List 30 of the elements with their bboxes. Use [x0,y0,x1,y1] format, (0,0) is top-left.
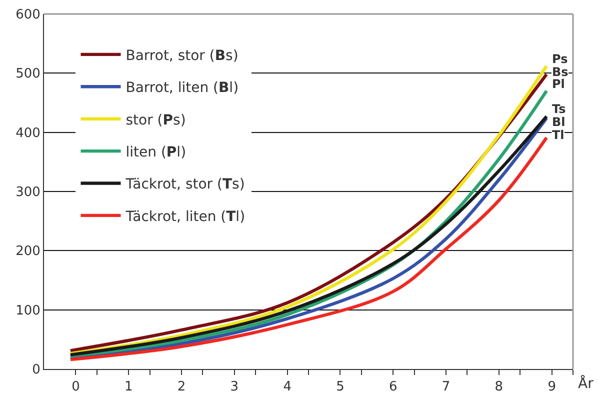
y-tick-label: 200 [16,244,40,260]
x-tick-label: 3 [230,380,239,395]
annotation: Bs [552,65,568,79]
y-tick-label: 500 [16,66,40,82]
x-tick-label: 0 [72,380,80,395]
x-axis-title: År [578,375,594,392]
x-tick-label: 8 [494,380,504,395]
y-tick-label: 0 [32,362,40,378]
y-tick-label: 600 [16,8,40,23]
x-tick-label: 9 [548,380,556,395]
legend-label: Täckrot, liten (Tl) [124,208,246,225]
legend-label: Barrot, liten (Bl) [126,80,239,96]
y-tick-label: 100 [16,303,40,318]
legend-label: stor (Ps) [126,112,186,128]
x-tick-label: 1 [124,380,133,395]
legend-label: Barrot, stor (Bs) [126,48,238,64]
annotation: Ps [552,52,568,66]
annotation: Bl [552,115,566,129]
y-tick-label: 300 [16,185,40,200]
annotation: Ts [552,102,566,116]
x-tick-label: 6 [389,380,398,395]
legend-label: Täckrot, stor (Ts) [124,176,245,193]
x-tick-label: 4 [283,380,292,395]
annotation: Tl [552,128,564,142]
legend-label: liten (Pl) [126,144,186,161]
x-tick-label: 5 [336,380,344,395]
y-tick-label: 400 [16,126,40,141]
x-tick-label: 2 [177,380,186,395]
x-tick-label: 7 [442,380,450,395]
annotation: Pl [552,77,565,91]
